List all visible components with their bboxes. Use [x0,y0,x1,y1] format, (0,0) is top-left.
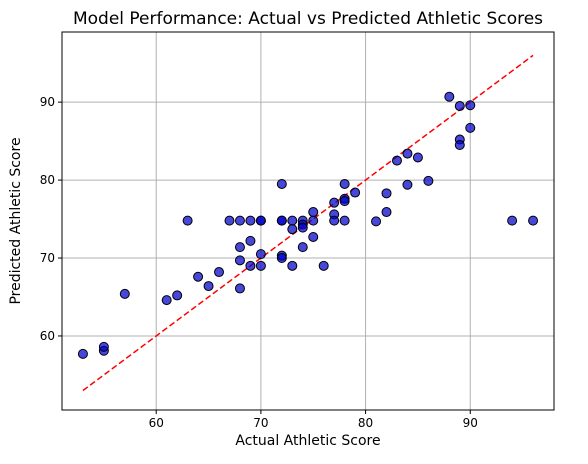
data-point [77,348,88,359]
data-point [234,255,245,266]
y-tick-label: 70 [40,251,55,265]
data-point [182,215,193,226]
data-point [339,196,350,207]
x-tick-label: 70 [253,416,268,430]
axis-ticks: 60 70 80 90 60 70 80 90 [40,95,478,430]
data-point [402,148,413,159]
y-tick-label: 90 [40,95,55,109]
data-point [507,215,518,226]
data-point [318,260,329,271]
y-tick-label: 80 [40,173,55,187]
x-axis-label: Actual Athletic Score [235,433,380,449]
y-tick-label: 60 [40,329,55,343]
data-point [245,235,256,246]
data-point [297,242,308,253]
data-point [255,215,266,226]
data-point [329,197,340,208]
data-point [98,341,109,352]
data-point [161,295,172,306]
data-point [465,122,476,133]
data-point [234,283,245,294]
plot-frame [61,31,555,411]
data-point [444,91,455,102]
data-point [193,271,204,282]
data-point [245,215,256,226]
reference-line [82,54,534,392]
data-point [402,179,413,190]
data-point [329,215,340,226]
data-point [339,178,350,189]
data-point [276,178,287,189]
data-point [381,207,392,218]
data-point [172,290,183,301]
data-point [391,155,402,166]
data-point [308,207,319,218]
grid-lines [62,32,554,410]
data-point [234,215,245,226]
data-point [287,260,298,271]
data-point [339,215,350,226]
data-point [287,224,298,235]
data-point [287,215,298,226]
data-point [224,215,235,226]
data-point [203,281,214,292]
data-point [245,260,256,271]
chart-title: Model Performance: Actual vs Predicted A… [73,9,543,29]
data-point [308,231,319,242]
data-point [308,215,319,226]
y-axis-label: Predicted Athletic Score [8,137,24,304]
data-point [454,140,465,151]
data-point [276,215,287,226]
data-point [255,260,266,271]
data-point [528,215,539,226]
x-tick-label: 80 [358,416,373,430]
data-point [423,175,434,186]
x-tick-label: 60 [149,416,164,430]
x-tick-label: 90 [463,416,478,430]
data-point [350,187,361,198]
data-point [214,267,225,278]
data-point [119,288,130,299]
data-point [234,242,245,253]
data-point [371,216,382,227]
data-point [454,101,465,112]
data-point [297,222,308,233]
data-points [77,91,539,359]
data-point [276,253,287,264]
data-point [255,249,266,260]
data-point [381,188,392,199]
data-point [465,100,476,111]
data-point [412,152,423,163]
reference-line-group [82,54,534,392]
